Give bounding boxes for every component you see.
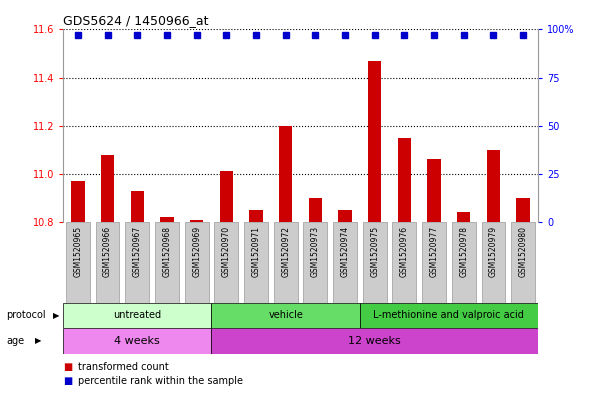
Text: GSM1520965: GSM1520965 bbox=[73, 226, 82, 277]
Bar bbox=[63, 303, 212, 328]
Bar bbox=[215, 222, 238, 303]
Text: GSM1520975: GSM1520975 bbox=[370, 226, 379, 277]
Bar bbox=[363, 222, 386, 303]
Bar bbox=[304, 222, 327, 303]
Text: 4 weeks: 4 weeks bbox=[114, 336, 160, 346]
Bar bbox=[487, 150, 500, 222]
Bar bbox=[155, 222, 179, 303]
Text: GSM1520977: GSM1520977 bbox=[430, 226, 439, 277]
Bar bbox=[219, 171, 233, 222]
Bar bbox=[185, 222, 209, 303]
Bar bbox=[72, 181, 85, 222]
Bar bbox=[338, 210, 352, 222]
Bar bbox=[63, 328, 212, 354]
Text: ■: ■ bbox=[63, 376, 72, 386]
Bar bbox=[66, 222, 90, 303]
Bar bbox=[427, 160, 441, 222]
Bar bbox=[516, 198, 529, 222]
Bar bbox=[244, 222, 268, 303]
Bar bbox=[392, 222, 416, 303]
Bar bbox=[452, 222, 475, 303]
Text: percentile rank within the sample: percentile rank within the sample bbox=[78, 376, 243, 386]
Text: GSM1520976: GSM1520976 bbox=[400, 226, 409, 277]
Bar bbox=[190, 220, 203, 222]
Text: ■: ■ bbox=[63, 362, 72, 373]
Text: GSM1520969: GSM1520969 bbox=[192, 226, 201, 277]
Text: transformed count: transformed count bbox=[78, 362, 169, 373]
Text: 12 weeks: 12 weeks bbox=[349, 336, 401, 346]
Bar bbox=[96, 222, 120, 303]
Text: ▶: ▶ bbox=[35, 336, 41, 345]
Text: GSM1520979: GSM1520979 bbox=[489, 226, 498, 277]
Text: GSM1520970: GSM1520970 bbox=[222, 226, 231, 277]
Bar bbox=[398, 138, 411, 222]
Bar bbox=[101, 155, 114, 222]
Bar bbox=[249, 210, 263, 222]
Text: GSM1520966: GSM1520966 bbox=[103, 226, 112, 277]
Text: GSM1520974: GSM1520974 bbox=[341, 226, 350, 277]
Bar bbox=[160, 217, 174, 222]
Text: GSM1520980: GSM1520980 bbox=[519, 226, 528, 277]
Bar bbox=[511, 222, 535, 303]
Text: GDS5624 / 1450966_at: GDS5624 / 1450966_at bbox=[63, 14, 209, 27]
Bar bbox=[279, 126, 292, 222]
Text: protocol: protocol bbox=[6, 310, 46, 320]
Bar bbox=[274, 222, 297, 303]
Bar bbox=[333, 222, 357, 303]
Text: age: age bbox=[6, 336, 24, 346]
Text: GSM1520978: GSM1520978 bbox=[459, 226, 468, 277]
Bar bbox=[212, 303, 360, 328]
Bar bbox=[368, 61, 382, 222]
Text: GSM1520972: GSM1520972 bbox=[281, 226, 290, 277]
Bar bbox=[360, 303, 538, 328]
Text: GSM1520971: GSM1520971 bbox=[251, 226, 260, 277]
Text: untreated: untreated bbox=[113, 310, 161, 320]
Bar bbox=[422, 222, 446, 303]
Bar bbox=[212, 328, 538, 354]
Bar bbox=[481, 222, 505, 303]
Bar bbox=[130, 191, 144, 222]
Text: ▶: ▶ bbox=[53, 311, 59, 320]
Text: GSM1520968: GSM1520968 bbox=[162, 226, 171, 277]
Bar bbox=[309, 198, 322, 222]
Bar bbox=[126, 222, 149, 303]
Text: vehicle: vehicle bbox=[268, 310, 303, 320]
Bar bbox=[457, 213, 471, 222]
Text: GSM1520973: GSM1520973 bbox=[311, 226, 320, 277]
Text: GSM1520967: GSM1520967 bbox=[133, 226, 142, 277]
Text: L-methionine and valproic acid: L-methionine and valproic acid bbox=[373, 310, 524, 320]
